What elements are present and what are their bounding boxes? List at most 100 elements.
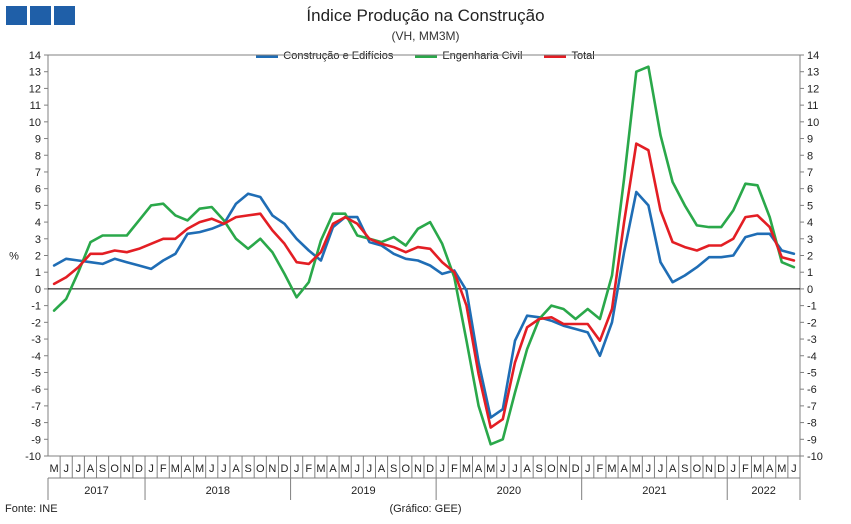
x-tick-label: J — [209, 463, 215, 475]
x-tick-label: A — [669, 463, 677, 475]
x-tick-label: A — [475, 463, 483, 475]
y-tick-label-right: -5 — [807, 367, 817, 379]
series-line-2 — [52, 142, 796, 429]
x-tick-label: D — [572, 463, 580, 475]
x-tick-label: F — [305, 463, 312, 475]
publisher-logo — [6, 6, 75, 25]
x-tick-label: S — [244, 463, 251, 475]
x-tick-label: F — [742, 463, 749, 475]
y-tick-label-left: 13 — [29, 67, 41, 79]
legend-label: Engenharia Civil — [442, 50, 523, 62]
year-label: 2018 — [206, 485, 230, 497]
x-tick-label: M — [49, 463, 58, 475]
y-tick-label-right: -8 — [807, 418, 817, 430]
y-tick-label-left: 8 — [35, 150, 41, 162]
legend-item-construcao: Construção e Edifícios — [256, 50, 393, 62]
y-tick-label-left: 7 — [35, 167, 41, 179]
year-label: 2021 — [642, 485, 666, 497]
x-tick-label: N — [705, 463, 713, 475]
x-tick-label: S — [99, 463, 106, 475]
y-tick-label-left: -8 — [31, 418, 41, 430]
y-tick-label-left: -2 — [31, 317, 41, 329]
y-tick-label-right: -10 — [807, 451, 823, 463]
y-tick-label-left: -3 — [31, 334, 41, 346]
x-tick-label: M — [632, 463, 641, 475]
x-tick-label: F — [451, 463, 458, 475]
y-tick-label-left: -7 — [31, 401, 41, 413]
y-tick-label-right: 2 — [807, 251, 813, 263]
y-tick-label-left: 4 — [35, 217, 41, 229]
y-tick-label-right: -3 — [807, 334, 817, 346]
legend-swatch — [544, 54, 567, 58]
y-tick-label-left: 11 — [30, 100, 41, 112]
x-tick-label: M — [195, 463, 204, 475]
x-tick-label: J — [148, 463, 154, 475]
x-tick-label: J — [294, 463, 300, 475]
year-label: 2022 — [751, 485, 775, 497]
x-tick-label: A — [766, 463, 774, 475]
y-tick-label-left: -1 — [31, 301, 41, 313]
y-tick-label-left: 1 — [35, 267, 41, 279]
legend-item-total: Total — [544, 50, 595, 62]
y-tick-label-right: 10 — [807, 117, 819, 129]
x-tick-label: O — [110, 463, 119, 475]
y-tick-label-left: -4 — [31, 351, 41, 363]
x-tick-label: O — [256, 463, 265, 475]
y-tick-label-right: -7 — [807, 401, 817, 413]
x-tick-label: J — [791, 463, 797, 475]
y-tick-label-left: 10 — [29, 117, 41, 129]
y-tick-label-left: 12 — [29, 83, 41, 95]
y-tick-label-left: 3 — [35, 234, 41, 246]
x-tick-label: J — [63, 463, 69, 475]
x-tick-label: J — [658, 463, 664, 475]
credit-note: (Gráfico: GEE) — [389, 503, 462, 515]
x-tick-label: O — [547, 463, 556, 475]
chart-title: Índice Produção na Construção — [306, 6, 545, 25]
x-tick-label: J — [500, 463, 506, 475]
x-tick-label: D — [281, 463, 289, 475]
x-tick-label: A — [523, 463, 531, 475]
x-tick-label: J — [512, 463, 518, 475]
x-tick-label: O — [693, 463, 702, 475]
y-tick-label-right: 11 — [807, 100, 818, 112]
x-tick-label: M — [777, 463, 786, 475]
y-tick-label-right: -6 — [807, 384, 817, 396]
y-tick-label-left: 0 — [35, 284, 41, 296]
y-tick-label-right: 13 — [807, 67, 819, 79]
x-tick-label: M — [462, 463, 471, 475]
x-tick-label: M — [171, 463, 180, 475]
x-tick-label: F — [597, 463, 604, 475]
logo-square — [30, 6, 51, 25]
x-tick-label: M — [341, 463, 350, 475]
x-tick-label: A — [232, 463, 240, 475]
x-tick-label: M — [486, 463, 495, 475]
x-tick-label: S — [536, 463, 543, 475]
x-tick-label: J — [585, 463, 591, 475]
legend-item-engenharia: Engenharia Civil — [415, 50, 522, 62]
y-tick-label-right: -1 — [807, 301, 817, 313]
x-tick-label: D — [426, 463, 434, 475]
x-tick-label: N — [268, 463, 276, 475]
legend-label: Construção e Edifícios — [283, 50, 394, 62]
y-tick-label-right: 3 — [807, 234, 813, 246]
y-tick-label-right: 9 — [807, 134, 813, 146]
x-tick-label: N — [123, 463, 131, 475]
source-note: Fonte: INE — [5, 503, 58, 515]
y-tick-label-right: 6 — [807, 184, 813, 196]
x-tick-label: N — [560, 463, 568, 475]
x-tick-label: J — [731, 463, 737, 475]
series-line-1 — [52, 65, 796, 446]
x-tick-label: A — [329, 463, 337, 475]
legend-swatch — [415, 54, 438, 58]
y-tick-label-right: 4 — [807, 217, 813, 229]
y-tick-label-right: 12 — [807, 83, 819, 95]
y-tick-label-left: 14 — [29, 50, 41, 62]
x-tick-label: J — [367, 463, 373, 475]
x-tick-label: A — [378, 463, 386, 475]
x-tick-label: D — [135, 463, 143, 475]
x-tick-label: S — [681, 463, 688, 475]
year-label: 2017 — [84, 485, 108, 497]
legend-label: Total — [571, 50, 595, 62]
x-tick-label: J — [439, 463, 445, 475]
